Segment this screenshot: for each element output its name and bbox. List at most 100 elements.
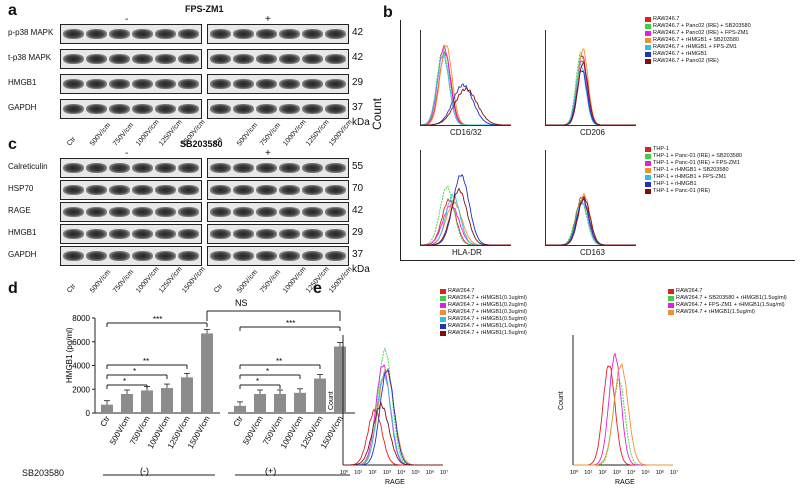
y-axis-label: Count: [328, 391, 335, 410]
x-tick-label: 10⁵: [641, 469, 649, 476]
blot-band: [325, 206, 346, 218]
blot-kda-value: 29: [352, 227, 364, 238]
blot-band: [155, 28, 176, 40]
legend-swatch: [645, 38, 651, 43]
legend-label: RAW264.7 + rHMGB1(0.5ug/ml): [448, 316, 527, 322]
chart-x-tick-label: Ctr: [99, 414, 112, 428]
blot-band: [233, 78, 254, 90]
legend-swatch: [440, 317, 446, 322]
x-tick-label: 10²: [369, 470, 377, 476]
significance-marker: **: [143, 357, 149, 366]
chart-y-tick-label: 0: [86, 409, 91, 418]
blot-band: [155, 78, 176, 90]
panel-a-treatment-title: FPS-ZM1: [185, 4, 224, 14]
histogram-curve: [343, 373, 443, 466]
flow-plot-cd163-label: CD163: [580, 248, 605, 257]
blot-band: [279, 184, 300, 196]
blot-row-label: Calreticulin: [8, 162, 48, 171]
legend-label: THP-1 + Panc-01 (IRE) + FPS-ZM1: [653, 160, 740, 166]
legend-label: RAW264.7 + FPS-ZM1 + rHMGB1(1.5ug/ml): [676, 302, 785, 308]
legend-label: RAW246.7 + rHMGB1 + FPS-ZM1: [653, 44, 737, 50]
blot-band: [132, 28, 153, 40]
legend-label: RAW246.7 + Panc02 (IRE): [653, 58, 719, 64]
chart-bar: [161, 388, 173, 413]
blot-band: [132, 53, 153, 65]
legend-label: RAW264.7 + rHMGB1(1.0ug/ml): [448, 323, 527, 329]
blot-strip: [60, 49, 202, 69]
legend-label: THP-1 + rHMGB1 + SB203580: [653, 167, 729, 173]
legend-item: RAW246.7 + rHMGB1 + SB203580: [645, 37, 751, 44]
blot-strip: [60, 246, 202, 266]
blot-band: [63, 206, 84, 218]
legend-item: RAW264.7 + SB203580 + rHMGB1(1.5ug/ml): [668, 295, 787, 302]
chart-bar: [201, 333, 213, 413]
blot-band: [109, 28, 130, 40]
legend-label: THP-1 + Panc-01 (IRE): [653, 188, 711, 194]
legend-item: RAW264.7: [440, 288, 527, 295]
significance-marker: *: [266, 367, 269, 376]
significance-marker: *: [256, 377, 259, 386]
blot-band: [210, 206, 231, 218]
histogram-curve: [420, 53, 511, 126]
panel-b-legend-bottom: THP-1 THP-1 + Panc-01 (IRE) + SB203580 THP…: [645, 146, 742, 195]
blot-band: [325, 78, 346, 90]
blot-band: [279, 53, 300, 65]
legend-swatch: [645, 175, 651, 180]
flow-plot-hla-dr-label: HLA-DR: [452, 248, 482, 257]
panel-c-letter: c: [8, 136, 17, 153]
blot-band: [63, 184, 84, 196]
blot-band: [109, 184, 130, 196]
blot-strip: [207, 180, 349, 200]
legend-item: THP-1: [645, 146, 742, 153]
panel-a-letter: a: [8, 2, 17, 19]
blot-band: [210, 162, 231, 174]
blot-band: [155, 206, 176, 218]
panel-c-plus: +: [265, 148, 271, 159]
chart-bar: [234, 405, 246, 413]
chart-group-minus-label: (-): [140, 466, 149, 476]
blot-band: [132, 162, 153, 174]
legend-label: RAW264.7 + rHMGB1(1.5ug/ml): [448, 330, 527, 336]
blot-band: [178, 78, 199, 90]
chart-y-tick-label: 8000: [72, 314, 90, 323]
x-tick-label: 10⁷: [670, 469, 678, 476]
legend-swatch: [645, 52, 651, 57]
blot-band: [233, 53, 254, 65]
blot-band: [63, 78, 84, 90]
chart-bar: [254, 394, 266, 413]
blot-row-label: RAGE: [8, 206, 31, 215]
blot-strip: [207, 99, 349, 119]
legend-item: RAW246.7: [645, 16, 751, 23]
flow-plot-cd206-label: CD206: [580, 128, 605, 137]
legend-label: RAW264.7: [676, 288, 703, 294]
legend-label: RAW246.7 + Panc02 (IRE) + FPS-ZM1: [653, 30, 749, 36]
legend-swatch: [645, 168, 651, 173]
blot-band: [155, 184, 176, 196]
blot-band: [256, 250, 277, 262]
chart-y-axis-label: HMGB1 (pg/ml): [65, 327, 74, 383]
legend-label: RAW264.7 + rHMGB1(0.3ug/ml): [448, 309, 527, 315]
blot-strip: [207, 24, 349, 44]
blot-band: [325, 53, 346, 65]
blot-band: [210, 228, 231, 240]
blot-lane-label: 1250V/cm: [305, 118, 331, 148]
legend-swatch: [668, 310, 674, 315]
blot-band: [178, 184, 199, 196]
panel-b-count-label: Count: [370, 97, 384, 130]
blot-band: [132, 78, 153, 90]
histogram-curve: [343, 367, 443, 466]
significance-marker: *: [133, 367, 136, 376]
chart-bar: [121, 394, 133, 413]
significance-marker: ***: [153, 315, 162, 324]
legend-label: THP-1 + rHMGB1: [653, 181, 697, 187]
blot-band: [279, 228, 300, 240]
blot-band: [302, 162, 323, 174]
blot-band: [86, 206, 107, 218]
legend-item: RAW264.7 + FPS-ZM1 + rHMGB1(1.5ug/ml): [668, 302, 787, 309]
legend-swatch: [645, 182, 651, 187]
legend-label: THP-1: [653, 146, 669, 152]
blot-band: [233, 206, 254, 218]
blot-band: [256, 162, 277, 174]
x-axis-label: RAGE: [615, 479, 635, 486]
legend-item: RAW264.7: [668, 288, 787, 295]
